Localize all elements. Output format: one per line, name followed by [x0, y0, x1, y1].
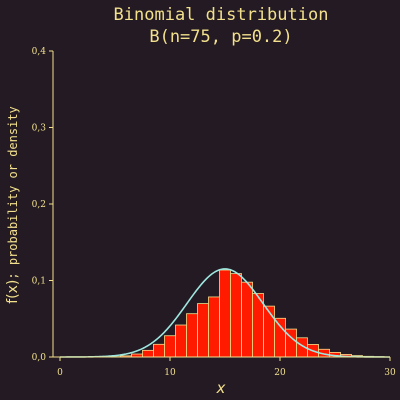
x-ticks-group: 0 10 20 30 [57, 357, 396, 378]
y-tick-label-3: 0,3 [32, 124, 47, 134]
y-tick-label-4: 0,4 [32, 47, 47, 57]
y-tick-label-0: 0,0 [32, 353, 47, 363]
chart-title-line2: B(n=75, p=0.2) [149, 27, 292, 47]
bar-9 [153, 343, 165, 358]
bar-17 [241, 281, 253, 358]
bar-11 [175, 324, 187, 358]
bar-8 [142, 349, 154, 358]
y-ticks-group: 0,0 0,1 0,2 0,3 0,4 [32, 47, 53, 363]
y-axis-label-rest: ; probability or density [6, 106, 20, 279]
x-axis-label: x [216, 379, 226, 397]
x-tick-label-20: 20 [274, 368, 286, 378]
density-curve [60, 268, 390, 358]
y-tick-label-2: 0,2 [32, 200, 46, 210]
y-axis-label-math: f(x) [5, 280, 21, 304]
bars-group [98, 269, 385, 358]
bar-15 [219, 269, 231, 358]
bar-16 [230, 273, 242, 358]
bar-20 [274, 317, 286, 358]
bar-13 [197, 303, 209, 358]
x-tick-label-30: 30 [384, 368, 396, 378]
bar-19 [263, 305, 275, 358]
bar-14 [208, 296, 220, 358]
y-axis-label: f(x); probability or density [5, 106, 21, 304]
chart-title-line1: Binomial distribution [114, 5, 329, 25]
x-tick-label-10: 10 [164, 368, 176, 378]
bar-10 [164, 335, 176, 358]
bar-12 [186, 313, 198, 358]
y-tick-label-1: 0,1 [32, 277, 46, 287]
x-tick-label-0: 0 [57, 368, 63, 378]
